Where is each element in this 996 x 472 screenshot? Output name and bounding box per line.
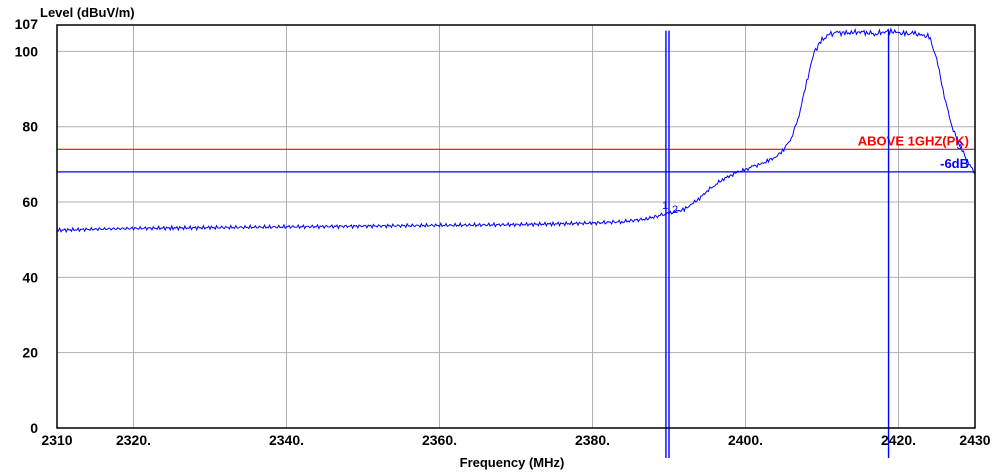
x-tick-label: 2360.	[422, 432, 457, 448]
series-line	[56, 26, 976, 234]
y-tick-label: 40	[22, 269, 38, 285]
y-tick-label: 100	[15, 43, 39, 59]
y-tick-label: 107	[15, 16, 39, 32]
x-tick-label: 2310	[41, 432, 72, 448]
y-tick-label: 0	[30, 420, 38, 436]
grid	[57, 25, 975, 428]
limit-label-minus-6db: -6dB	[940, 156, 969, 171]
x-tick-label: 2420.	[881, 432, 916, 448]
x-tick-labels: 2310 2320. 2340. 2360. 2380. 2400. 2420. 2430	[41, 432, 990, 448]
y-tick-label: 60	[22, 194, 38, 210]
plot-frame	[56, 24, 976, 429]
plot-area	[57, 25, 975, 428]
x-tick-label: 2430	[959, 432, 990, 448]
y-tick-label: 80	[22, 119, 38, 135]
x-tick-label: 2380.	[575, 432, 610, 448]
y-tick-label: 20	[22, 345, 38, 361]
limit-lines: ABOVE 1GHZ(PK) -6dB	[57, 133, 975, 173]
x-tick-label: 2340.	[269, 432, 304, 448]
limit-label-limit: ABOVE 1GHZ(PK)	[858, 133, 969, 148]
y-axis-title: Level (dBuV/m)	[40, 5, 135, 20]
marker-label: 2	[672, 204, 678, 216]
x-axis-title: Frequency (MHz)	[460, 455, 565, 470]
x-tick-label: 2320.	[116, 432, 151, 448]
y-tick-labels: 0 20 40 60 80 100 107	[15, 16, 39, 436]
series-group	[56, 26, 976, 234]
x-tick-label: 2400.	[728, 432, 763, 448]
marker-label: 1	[662, 200, 668, 212]
